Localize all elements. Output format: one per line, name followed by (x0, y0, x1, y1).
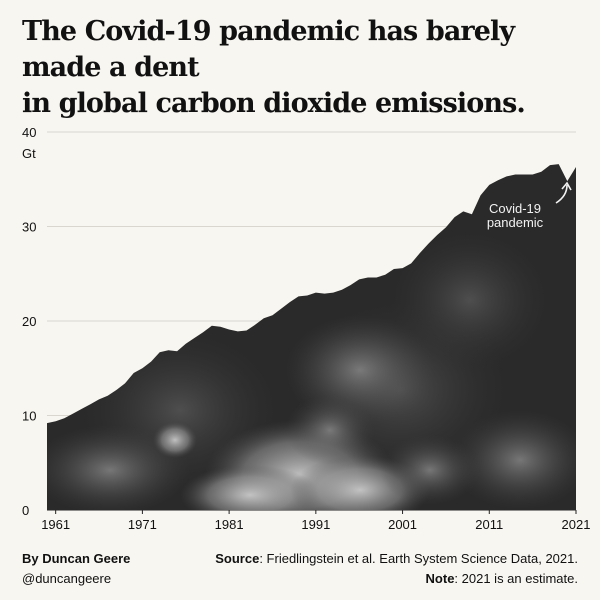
annotation-arrow (555, 184, 568, 204)
x-axis: 1961 1971 1981 1991 2001 2011 2021 (41, 510, 590, 532)
x-tick-label-2021: 2021 (562, 517, 591, 532)
note-text: : 2021 is an estimate. (454, 571, 578, 586)
title-line-1: The Covid-19 pandemic has barely made a … (22, 16, 515, 83)
source-line: Source: Friedlingstein et al. Earth Syst… (215, 549, 578, 569)
chart-title: The Covid-19 pandemic has barely made a … (22, 14, 582, 122)
y-tick-label-40: 40 (22, 125, 36, 140)
author-name: By Duncan Geere (22, 551, 131, 566)
covid-annotation: Covid-19 pandemic (487, 181, 572, 230)
annotation-line-2: pandemic (487, 215, 544, 230)
x-tick-label-1971: 1971 (128, 517, 157, 532)
annotation-arrow-head (561, 181, 572, 191)
annotation-line-1: Covid-19 (489, 201, 541, 216)
y-axis-unit-label: Gt (22, 146, 36, 161)
source-note: Source: Friedlingstein et al. Earth Syst… (215, 549, 578, 589)
x-tick-label-2001: 2001 (388, 517, 417, 532)
note-label: Note (425, 571, 455, 586)
y-tick-label-20: 20 (22, 314, 36, 329)
note-line: Note: 2021 is an estimate. (215, 569, 578, 589)
smoke-texture (47, 230, 576, 510)
author-handle[interactable]: @duncangeere (22, 571, 112, 586)
y-tick-label-30: 30 (22, 220, 36, 235)
source-text: : Friedlingstein et al. Earth System Sci… (259, 551, 578, 566)
y-tick-label-0: 0 (22, 503, 29, 518)
y-tick-label-10: 10 (22, 409, 36, 424)
title-line-2: in global carbon dioxide emissions. (22, 88, 526, 119)
x-tick-label-2011: 2011 (475, 517, 503, 532)
x-tick-label-1981: 1981 (215, 517, 244, 532)
author-credit: By Duncan Geere @duncangeere (22, 549, 130, 589)
source-label: Source (215, 551, 260, 566)
y-axis: 0 10 20 30 40 (22, 125, 36, 518)
x-tick-label-1961: 1961 (41, 517, 70, 532)
x-tick-label-1991: 1991 (301, 517, 330, 532)
